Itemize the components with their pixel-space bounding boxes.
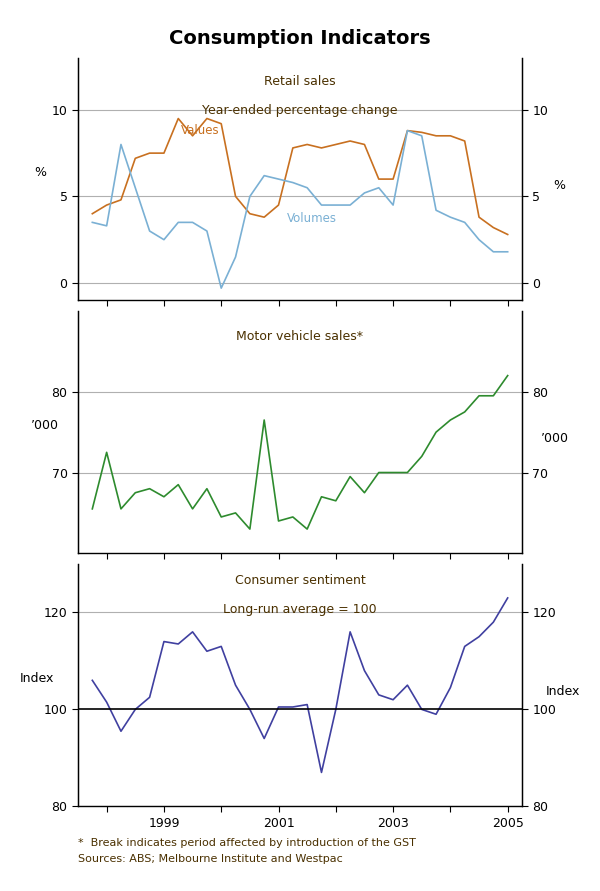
Text: Values: Values (181, 124, 220, 137)
Y-axis label: %: % (35, 166, 47, 179)
Text: Motor vehicle sales*: Motor vehicle sales* (236, 331, 364, 343)
Text: Consumer sentiment: Consumer sentiment (235, 574, 365, 586)
Text: Sources: ABS; Melbourne Institute and Westpac: Sources: ABS; Melbourne Institute and We… (78, 854, 343, 863)
Text: Retail sales: Retail sales (264, 75, 336, 88)
Y-axis label: ’000: ’000 (31, 419, 59, 432)
Y-axis label: Index: Index (546, 685, 580, 699)
Y-axis label: ’000: ’000 (541, 432, 569, 446)
Text: Volumes: Volumes (287, 212, 337, 225)
Text: Long-run average = 100: Long-run average = 100 (223, 603, 377, 616)
Text: *  Break indicates period affected by introduction of the GST: * Break indicates period affected by int… (78, 838, 416, 847)
Text: Year-ended percentage change: Year-ended percentage change (202, 104, 398, 117)
Y-axis label: Index: Index (20, 672, 54, 685)
Y-axis label: %: % (553, 179, 565, 192)
Text: Consumption Indicators: Consumption Indicators (169, 29, 431, 47)
